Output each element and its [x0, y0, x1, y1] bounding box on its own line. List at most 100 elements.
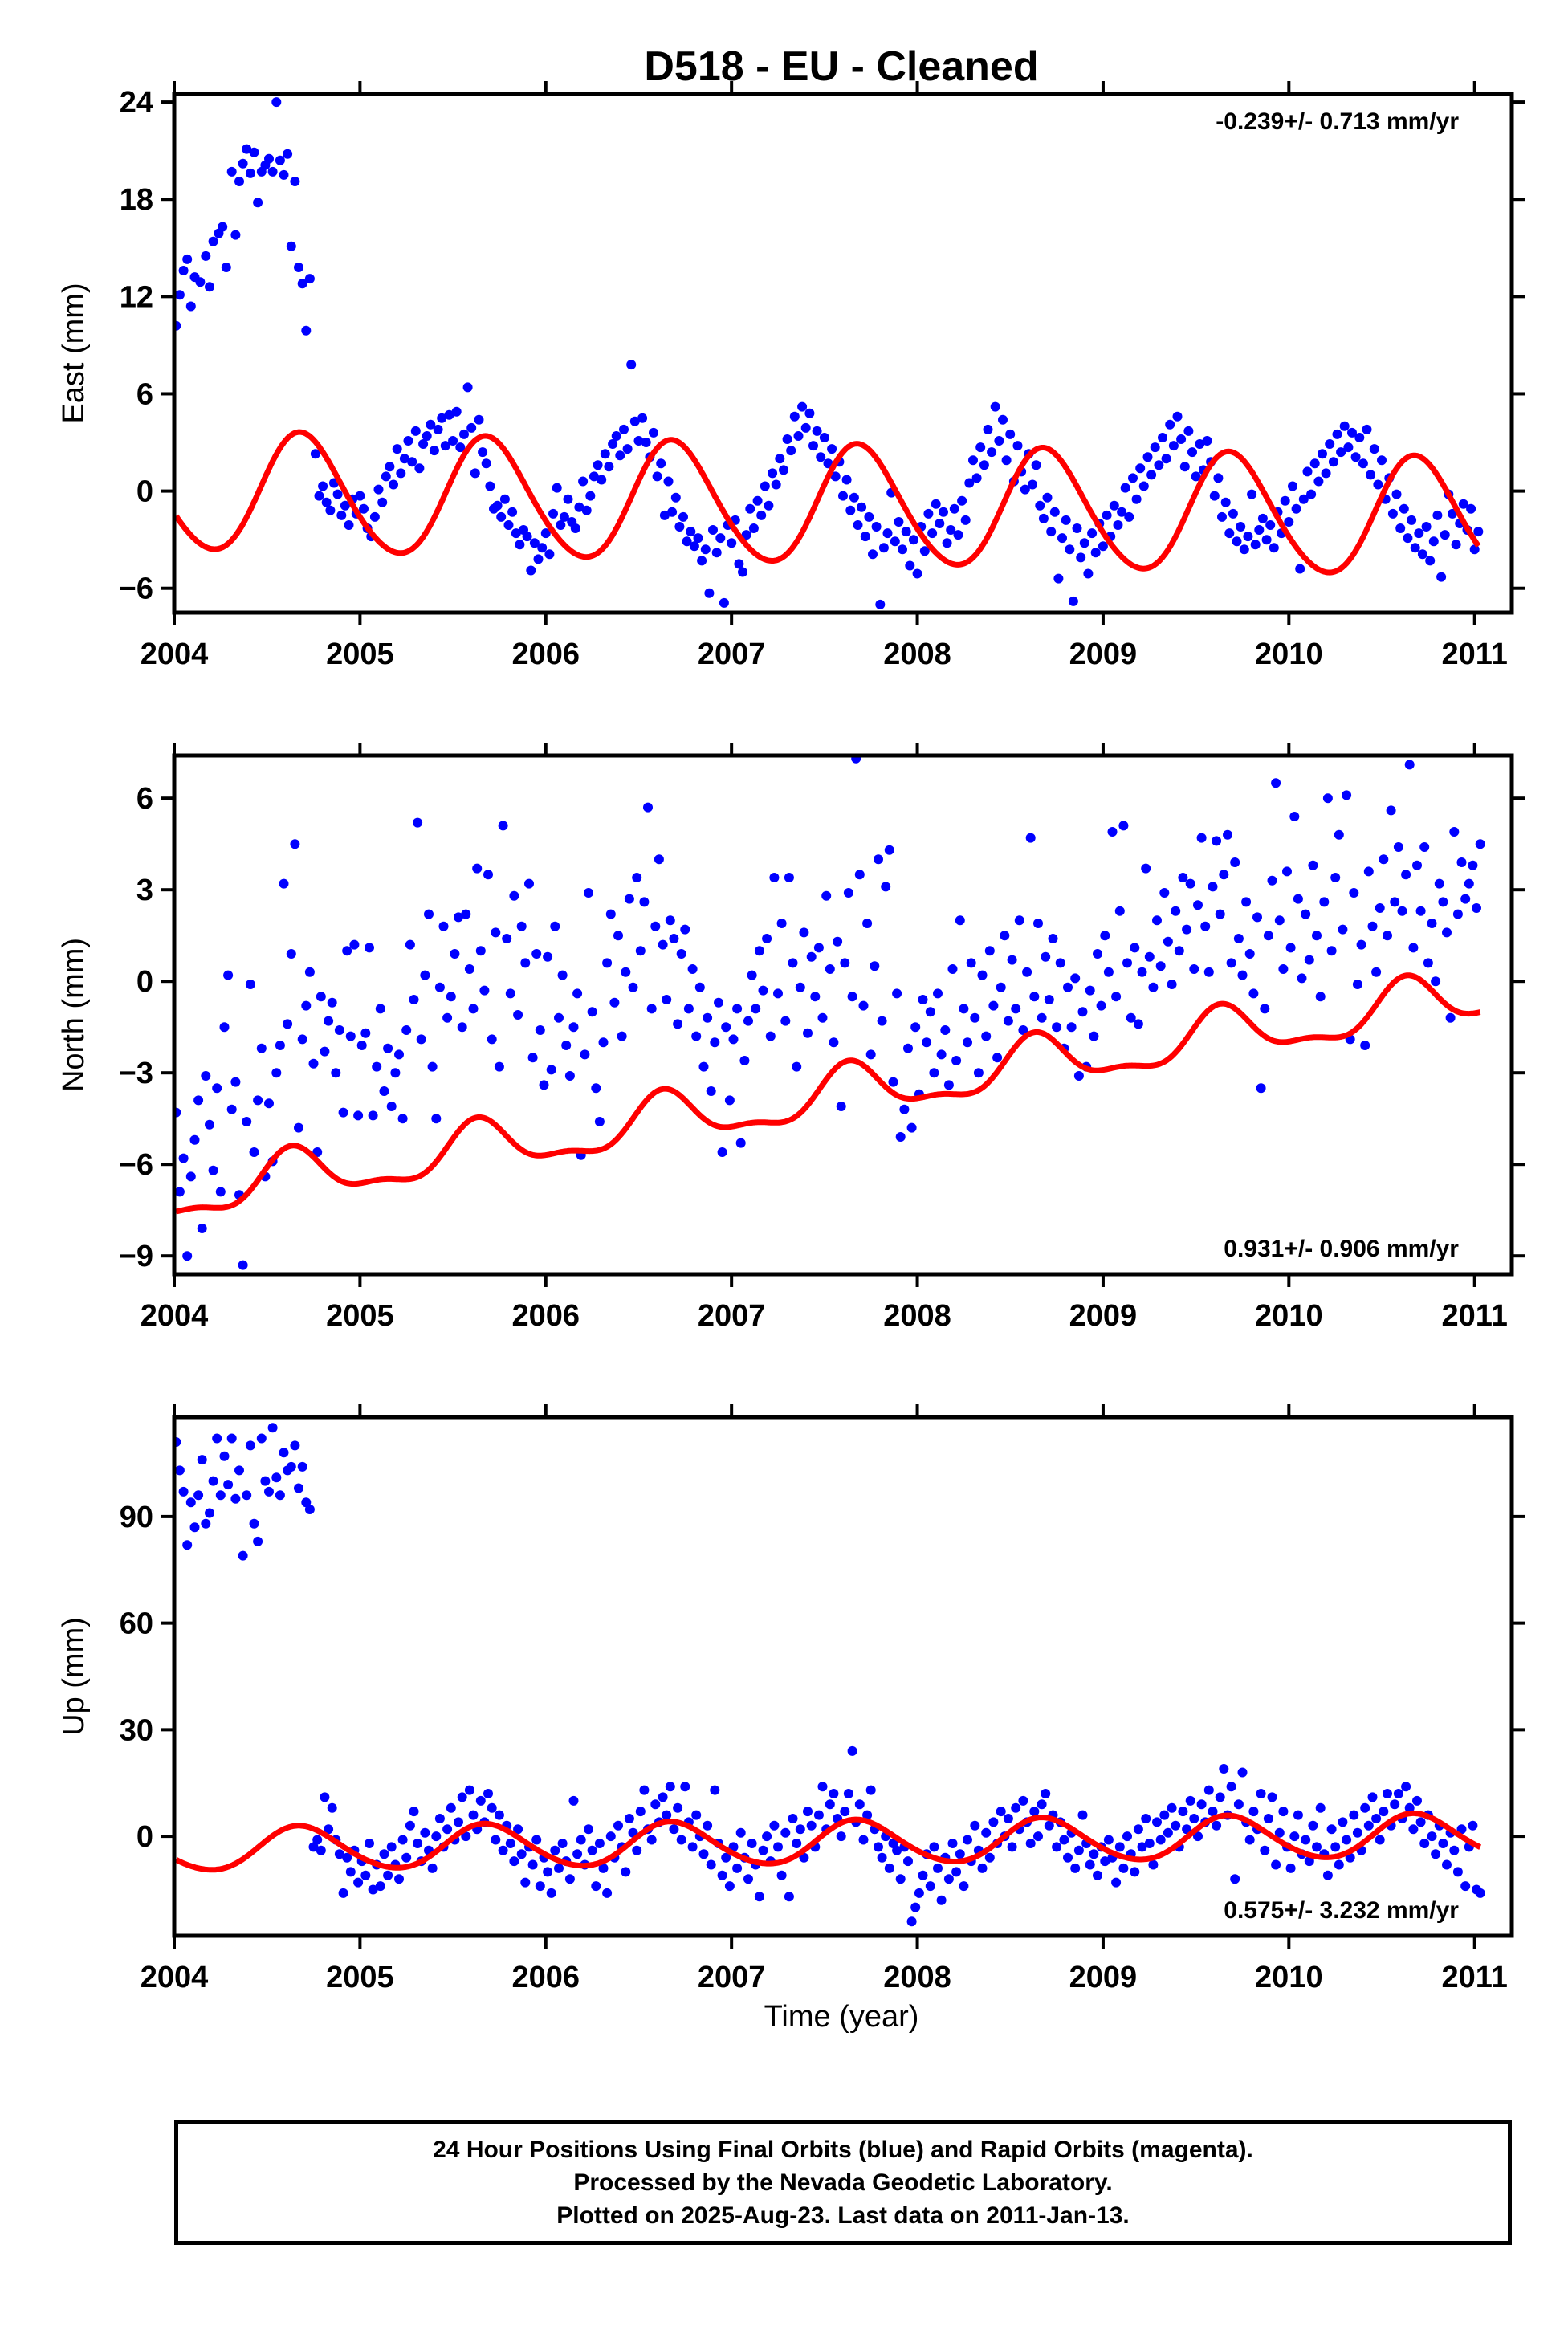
data-point [429, 446, 439, 456]
data-point [629, 416, 640, 426]
data-point [540, 528, 551, 539]
data-point [509, 890, 519, 901]
data-point [1243, 532, 1253, 542]
data-point [927, 528, 938, 539]
data-point [1330, 873, 1341, 882]
data-point [895, 1132, 906, 1142]
data-point [1161, 454, 1171, 464]
data-point [1085, 1859, 1095, 1870]
data-point [414, 463, 425, 474]
data-point [1322, 793, 1333, 804]
data-point [912, 568, 922, 579]
data-point [1001, 455, 1012, 466]
data-point [1312, 931, 1322, 941]
data-point [535, 1881, 545, 1892]
data-point [301, 325, 312, 336]
data-point [1265, 520, 1276, 530]
data-point [951, 1867, 962, 1877]
data-point [318, 481, 328, 491]
data-point [775, 454, 785, 464]
data-point [524, 878, 534, 889]
data-point [1301, 909, 1311, 919]
data-point [988, 1817, 999, 1827]
data-point [1213, 473, 1224, 483]
data-point [1079, 538, 1089, 548]
data-point [468, 1810, 479, 1820]
data-point [1404, 1802, 1415, 1813]
data-point [1256, 1083, 1266, 1094]
data-point [182, 254, 193, 264]
data-point [1025, 833, 1036, 843]
data-point [1304, 1856, 1314, 1867]
data-point [1176, 434, 1187, 444]
data-point [734, 559, 744, 569]
data-point [434, 1814, 445, 1823]
data-point [769, 1820, 780, 1831]
data-point [841, 475, 852, 485]
data-point [1302, 466, 1313, 477]
data-point [1260, 1845, 1270, 1855]
data-point [717, 1147, 727, 1157]
data-point [646, 1835, 657, 1845]
data-point [710, 1785, 720, 1795]
data-point [401, 1025, 412, 1035]
data-point [297, 1461, 307, 1472]
data-point [238, 1260, 248, 1270]
data-point [584, 888, 593, 898]
data-point [1020, 484, 1030, 495]
data-point [983, 424, 993, 434]
data-point [724, 1095, 735, 1106]
data-point [803, 1807, 813, 1817]
data-point [304, 967, 315, 977]
data-point [1428, 536, 1439, 547]
data-point [619, 424, 629, 434]
data-point [481, 458, 491, 469]
data-point [1274, 915, 1285, 926]
data-point [397, 1835, 408, 1845]
data-point [1228, 508, 1238, 519]
data-point [550, 1845, 560, 1855]
data-point [1038, 513, 1049, 523]
data-point [847, 992, 857, 1002]
data-point [1096, 1000, 1106, 1011]
data-point [178, 266, 189, 275]
data-point [1208, 882, 1218, 892]
data-point [379, 1849, 389, 1859]
data-point [975, 442, 986, 453]
data-point [1449, 827, 1460, 837]
data-point [676, 949, 686, 959]
data-point [1003, 1016, 1013, 1026]
data-point [758, 1845, 768, 1855]
data-point [931, 499, 941, 509]
data-point [1362, 424, 1372, 434]
data-point [1226, 958, 1236, 968]
data-point [1087, 528, 1098, 539]
data-point [535, 1025, 545, 1035]
data-point [457, 1022, 467, 1033]
data-point [1011, 1004, 1021, 1014]
data-point [1383, 931, 1392, 941]
data-point [1052, 1022, 1062, 1033]
data-point [437, 413, 447, 423]
data-point [1363, 866, 1374, 877]
data-point [1298, 494, 1309, 504]
y-axis-label: East (mm) [57, 283, 91, 423]
data-point [1178, 873, 1188, 882]
data-point [617, 1031, 627, 1041]
data-point [238, 1550, 248, 1561]
data-point [788, 1814, 798, 1823]
data-point [513, 1010, 523, 1020]
data-point [375, 1881, 385, 1892]
data-point [892, 1845, 902, 1855]
data-point [830, 471, 841, 482]
data-point [275, 155, 285, 165]
data-point [738, 567, 747, 577]
data-point [1090, 548, 1101, 558]
data-point [576, 1835, 586, 1845]
data-point [843, 1789, 853, 1798]
data-point [308, 1842, 319, 1852]
y-tick-label: 90 [120, 1501, 153, 1534]
data-point [470, 468, 480, 479]
data-point [1390, 1799, 1400, 1810]
data-point [1328, 457, 1338, 467]
